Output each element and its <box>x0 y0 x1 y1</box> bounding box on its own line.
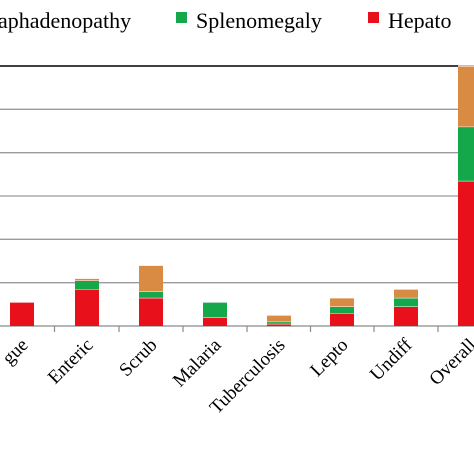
bar-segment-splenomegaly <box>267 321 291 324</box>
bar-segment-splenomegaly <box>203 302 227 318</box>
bar-segment-splenomegaly <box>458 126 474 181</box>
legend-swatch-hepato <box>368 12 379 23</box>
x-tick-label: Scrub <box>115 335 161 381</box>
bar-segment-aphadenopathy <box>394 289 418 298</box>
bar-segment-hepato <box>330 313 354 326</box>
bar-segment-aphadenopathy <box>267 315 291 322</box>
bar-segment-aphadenopathy <box>330 297 354 307</box>
bars <box>10 65 474 326</box>
bar-segment-hepato <box>203 317 227 326</box>
bar-segment-hepato <box>10 302 34 326</box>
bar-segment-aphadenopathy <box>139 265 163 292</box>
legend-label: aphadenopathy <box>0 8 131 33</box>
legend-swatch-splenomegaly <box>176 12 187 23</box>
x-tick-label: Malaria <box>169 334 226 391</box>
x-tick-label: Lepto <box>306 335 352 381</box>
bar-segment-splenomegaly <box>139 291 163 298</box>
legend-label: Hepato <box>388 8 452 33</box>
bar-segment-hepato <box>394 306 418 326</box>
bar-segment-splenomegaly <box>394 297 418 307</box>
bar-segment-hepato <box>267 323 291 326</box>
bar-segment-hepato <box>139 297 163 326</box>
bar-segment-splenomegaly <box>75 280 99 290</box>
bar-segment-splenomegaly <box>330 306 354 313</box>
legend: aphadenopathy Splenomegaly Hepato <box>0 8 452 33</box>
x-tick-label: Overall <box>425 335 474 390</box>
x-tick-label: Enteric <box>44 335 98 389</box>
bar-segment-hepato <box>75 289 99 326</box>
x-tick-label: gue <box>0 335 33 369</box>
x-tick-label: Undiff <box>366 334 417 385</box>
legend-label: Splenomegaly <box>196 8 322 33</box>
gridlines <box>0 65 474 327</box>
bar-segment-hepato <box>458 180 474 326</box>
bar-segment-aphadenopathy <box>75 278 99 281</box>
bar-segment-aphadenopathy <box>458 66 474 127</box>
